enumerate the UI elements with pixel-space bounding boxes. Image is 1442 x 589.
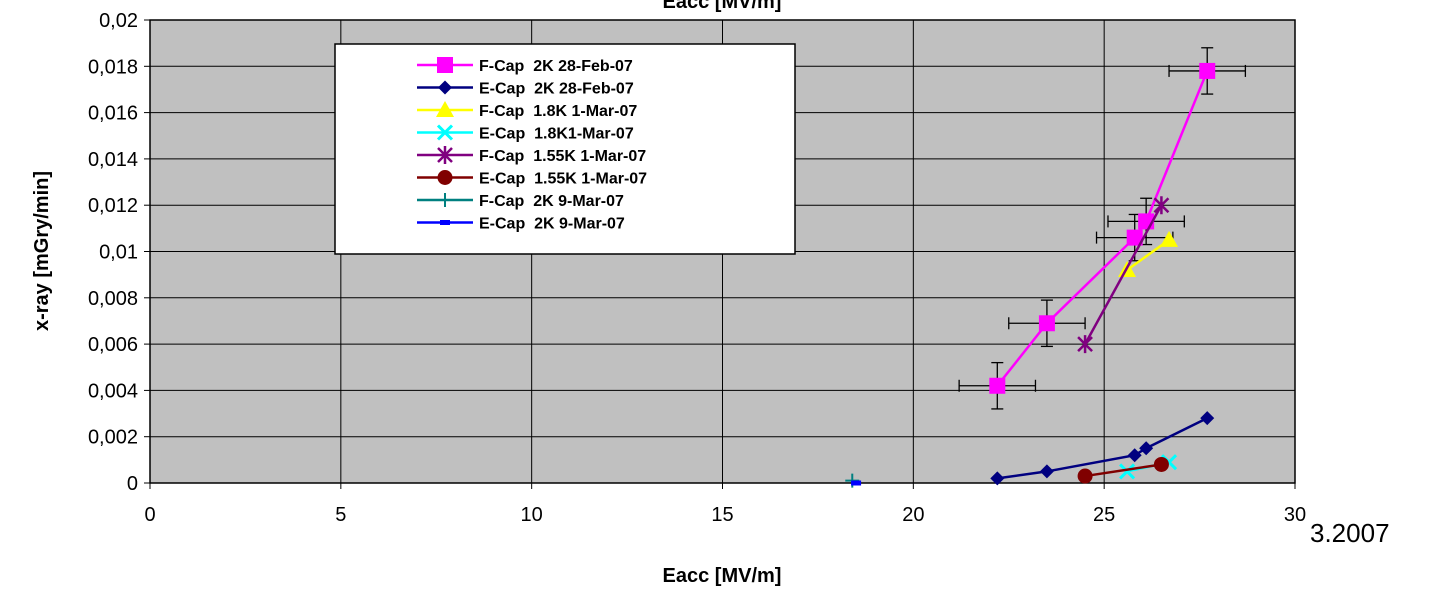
data-point [1139,441,1154,456]
legend-marker [436,124,454,141]
y-tick-label: 0,008 [88,288,138,310]
x-tick-label: 5 [335,504,346,526]
series-8 [851,480,862,486]
data-point [1039,464,1054,479]
y-tick-label: 0,01 [99,242,138,264]
legend-entry: E-Cap 2K 28-Feb-07 [417,80,634,98]
legend-entry: F-Cap 2K 9-Mar-07 [417,193,624,210]
legend-label: E-Cap 1.55K 1-Mar-07 [479,171,647,188]
legend-marker [437,57,453,73]
data-point [1160,230,1179,247]
y-tick-label: 0,014 [88,149,138,171]
x-axis-title: Eacc [MV/m] [663,565,782,587]
legend-entry: E-Cap 1.55K 1-Mar-07 [417,170,647,188]
y-tick-label: 0,012 [88,195,138,217]
date-fragment: 3.2007 [1310,518,1390,548]
legend-marker [438,80,452,95]
x-axis-ticks: 0 5 10 15 20 25 30 [144,483,1306,526]
legend-marker [437,146,453,164]
x-tick-label: 15 [711,504,733,526]
data-point [851,480,862,486]
legend-label: F-Cap 2K 9-Mar-07 [479,193,624,210]
data-point [1199,62,1216,79]
series-line [1084,463,1162,478]
x-tick-label: 25 [1093,504,1115,526]
data-point [1200,411,1215,426]
legend-marker [440,220,450,225]
legend-label: E-Cap 2K 28-Feb-07 [479,81,634,98]
y-tick-label: 0,006 [88,334,138,356]
legend-marker [438,193,452,207]
legend-box [334,43,796,255]
y-tick-label: 0 [127,473,138,495]
chart-top-title: Eacc [MV/m] [663,0,782,13]
legend-entry: E-Cap 2K 9-Mar-07 [417,216,625,233]
legend-marker [437,170,453,185]
series-layer [845,47,1247,488]
legend-label: F-Cap 1.55K 1-Mar-07 [479,148,646,165]
y-tick-label: 0,016 [88,103,138,125]
y-axis-title: x-ray [mGry/min] [31,171,53,331]
y-tick-label: 0,002 [88,427,138,449]
data-point [1077,335,1093,354]
legend-marker [436,101,454,117]
series-6 [1077,456,1169,484]
x-tick-label: 10 [521,504,543,526]
x-tick-label: 30 [1284,504,1306,526]
series-line [1083,204,1163,345]
data-point [1119,463,1136,480]
data-point [1126,229,1143,246]
data-point [1038,315,1055,332]
legend-entry: F-Cap 2K 28-Feb-07 [417,57,633,75]
legend-label: E-Cap 2K 9-Mar-07 [479,216,625,233]
series-1 [958,47,1247,410]
legend-entry: E-Cap 1.8K1-Mar-07 [417,124,634,143]
data-point [1153,196,1170,215]
data-point [1077,468,1093,484]
y-axis-ticks: 0 0,002 0,004 0,006 0,008 0,01 0,012 0,014 0,016… [88,10,150,495]
legend: F-Cap 2K 28-Feb-07 E-Cap 2K 28-Feb-07 F-Ca… [334,43,796,255]
legend-label: E-Cap 1.8K1-Mar-07 [479,126,634,143]
data-point [1127,448,1142,463]
data-point [989,377,1006,394]
series-2 [990,411,1215,486]
x-tick-label: 0 [144,504,155,526]
data-point [990,471,1005,486]
legend-label: F-Cap 1.8K 1-Mar-07 [479,103,637,120]
legend-label: F-Cap 2K 28-Feb-07 [479,58,633,75]
series-5 [1077,196,1170,354]
x-tick-label: 20 [902,504,924,526]
legend-entry: F-Cap 1.8K 1-Mar-07 [417,101,637,120]
y-tick-label: 0,02 [99,10,138,32]
y-tick-label: 0,004 [88,380,138,402]
y-tick-label: 0,018 [88,56,138,78]
data-point [1153,456,1169,472]
legend-entry: F-Cap 1.55K 1-Mar-07 [417,146,646,165]
